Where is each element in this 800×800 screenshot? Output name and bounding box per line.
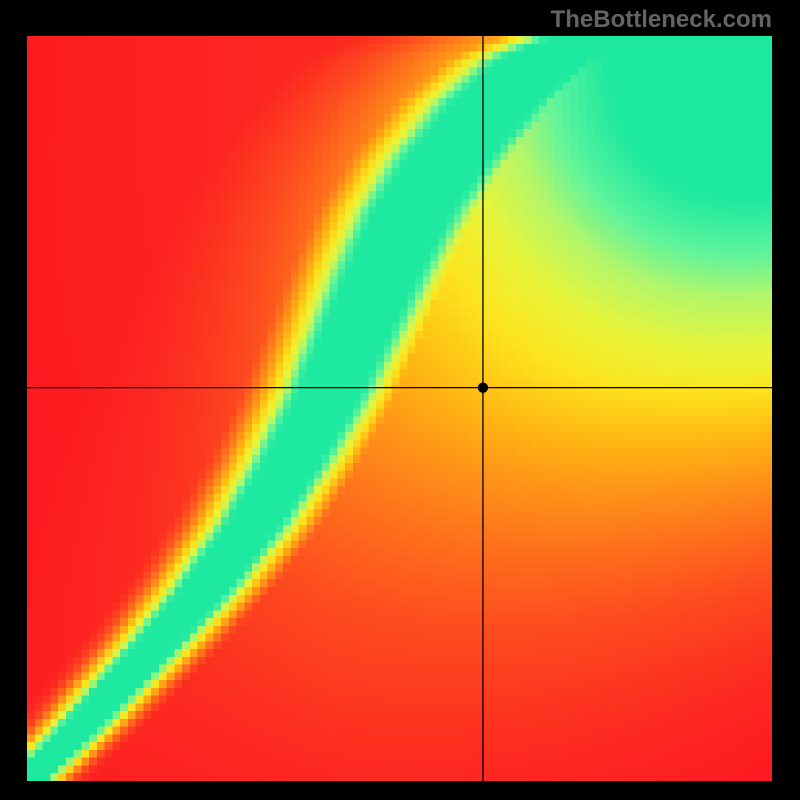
watermark-text: TheBottleneck.com xyxy=(551,6,772,34)
bottleneck-heatmap xyxy=(27,36,772,781)
chart-container: TheBottleneck.com xyxy=(0,0,800,800)
